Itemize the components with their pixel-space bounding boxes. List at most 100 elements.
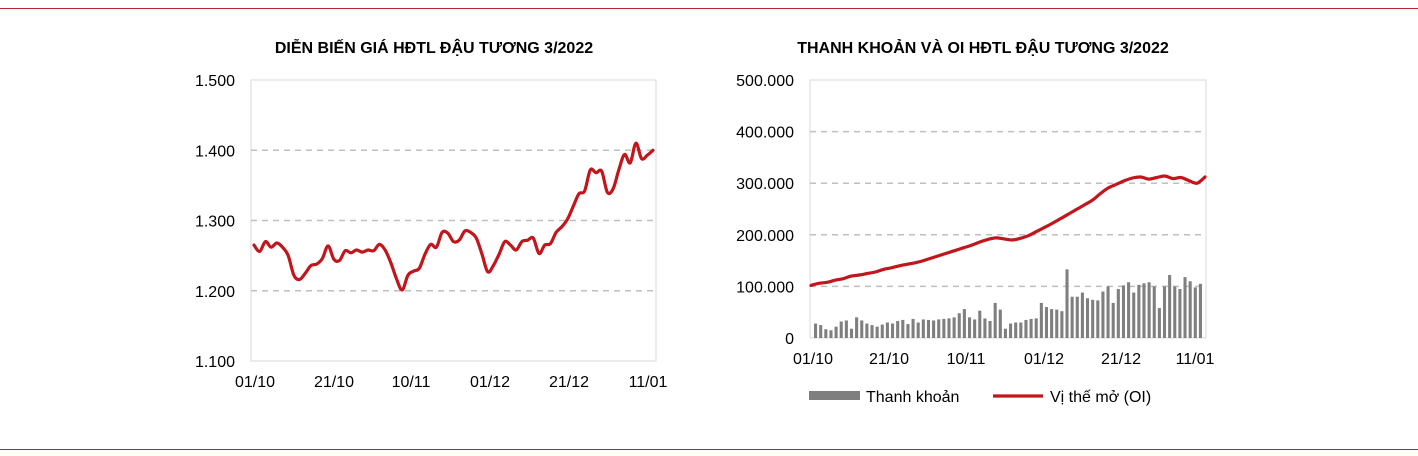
volume-bar bbox=[1111, 302, 1115, 338]
volume-bar bbox=[870, 325, 874, 338]
volume-bar bbox=[1188, 281, 1192, 338]
volume-bar bbox=[962, 309, 966, 338]
volume-bar bbox=[1091, 299, 1095, 338]
volume-bar bbox=[1116, 288, 1120, 338]
volume-bar bbox=[1152, 286, 1156, 338]
volume-bar bbox=[1183, 277, 1187, 338]
oi-plot-frame bbox=[809, 79, 1207, 339]
volume-bar bbox=[1024, 319, 1028, 338]
legend-volume-swatch bbox=[809, 391, 860, 400]
volume-bar bbox=[834, 326, 838, 338]
volume-bar bbox=[926, 319, 930, 338]
volume-bar bbox=[880, 324, 884, 338]
volume-bar bbox=[829, 330, 833, 338]
volume-bar bbox=[1132, 292, 1136, 338]
oi-x-tick-label: 10/11 bbox=[947, 351, 986, 368]
volume-bar bbox=[921, 319, 925, 338]
volume-bar bbox=[1142, 283, 1146, 338]
price-y-tick-label: 1.400 bbox=[195, 143, 235, 160]
oi-y-tick-label: 200.000 bbox=[736, 228, 794, 245]
volume-bar bbox=[824, 329, 828, 338]
oi-y-tick-label: 100.000 bbox=[736, 279, 794, 296]
volume-bar bbox=[993, 302, 997, 338]
volume-bar bbox=[1198, 283, 1202, 338]
volume-bar bbox=[937, 319, 941, 338]
volume-bar bbox=[1157, 308, 1161, 338]
volume-bar bbox=[967, 317, 972, 338]
volume-bar bbox=[998, 309, 1002, 338]
volume-bar bbox=[849, 328, 854, 338]
price-x-tick-label: 21/10 bbox=[314, 374, 354, 391]
volume-bar bbox=[973, 319, 977, 338]
price-y-tick-label: 1.100 bbox=[195, 354, 235, 371]
volume-bar bbox=[1029, 318, 1033, 338]
volume-bar bbox=[860, 320, 864, 338]
volume-bar bbox=[1162, 286, 1167, 338]
volume-bar bbox=[1009, 323, 1013, 338]
volume-bar bbox=[1178, 288, 1182, 338]
price-x-tick-label: 01/12 bbox=[470, 374, 510, 391]
volume-bar bbox=[1173, 286, 1177, 338]
oi-y-tick-label: 500.000 bbox=[736, 73, 794, 90]
volume-bar bbox=[1086, 298, 1090, 338]
volume-bar bbox=[1101, 291, 1105, 338]
volume-bar bbox=[906, 324, 910, 338]
volume-bar bbox=[875, 326, 879, 338]
volume-bar bbox=[1193, 287, 1197, 338]
volume-bar bbox=[978, 310, 982, 338]
oi-x-tick-label: 01/12 bbox=[1024, 351, 1064, 368]
volume-bar bbox=[839, 321, 843, 338]
volume-bar bbox=[1070, 296, 1074, 338]
volume-bar bbox=[1055, 309, 1059, 338]
volume-bar bbox=[942, 318, 946, 338]
volume-bar bbox=[1034, 318, 1038, 338]
volume-bar bbox=[1137, 284, 1141, 338]
volume-bar bbox=[1003, 328, 1007, 338]
volume-bar bbox=[1039, 302, 1043, 338]
volume-bar bbox=[1050, 309, 1054, 338]
volume-bar bbox=[1044, 307, 1049, 338]
volume-bar bbox=[855, 317, 859, 338]
oi-series-line bbox=[809, 174, 1207, 287]
volume-bar bbox=[911, 318, 915, 338]
volume-oi-chart-title: THANH KHOẢN VÀ OI HĐTL ĐẬU TƯƠNG 3/2022 bbox=[797, 40, 1169, 57]
volume-bar bbox=[1106, 286, 1110, 338]
volume-bar bbox=[1147, 282, 1151, 338]
volume-bar bbox=[1127, 282, 1131, 338]
price-y-tick-label: 1.200 bbox=[195, 284, 235, 301]
volume-bar bbox=[844, 320, 848, 338]
price-y-tick-label: 1.300 bbox=[195, 214, 235, 231]
oi-y-tick-label: 0 bbox=[785, 331, 794, 348]
legend-oi-label: Vị thế mở (OI) bbox=[1050, 389, 1151, 406]
price-x-tick-label: 01/10 bbox=[235, 374, 275, 391]
bottom-divider bbox=[0, 449, 1418, 450]
price-chart-title: DIỄN BIẾN GIÁ HĐTL ĐẬU TƯƠNG 3/2022 bbox=[274, 40, 594, 57]
volume-bar bbox=[957, 313, 961, 338]
legend-volume-label: Thanh khoản bbox=[866, 389, 959, 406]
volume-bar bbox=[947, 318, 951, 338]
top-divider bbox=[0, 8, 1418, 9]
oi-x-tick-label: 21/10 bbox=[869, 351, 909, 368]
oi-y-tick-label: 400.000 bbox=[736, 125, 794, 142]
volume-bar bbox=[1075, 296, 1079, 338]
volume-bar bbox=[952, 317, 956, 338]
price-series-line bbox=[252, 141, 655, 292]
volume-bar bbox=[1168, 275, 1172, 338]
oi-y-tick-label: 300.000 bbox=[736, 176, 794, 193]
volume-bar bbox=[814, 323, 818, 338]
volume-bar bbox=[1065, 269, 1069, 338]
price-x-tick-label: 11/01 bbox=[629, 374, 668, 391]
volume-bar bbox=[1121, 285, 1125, 338]
volume-bar bbox=[896, 320, 900, 338]
volume-bar bbox=[891, 323, 895, 338]
volume-bar bbox=[865, 323, 869, 338]
oi-x-tick-label: 21/12 bbox=[1101, 351, 1141, 368]
price-x-tick-label: 10/11 bbox=[392, 374, 431, 391]
volume-bar bbox=[1096, 300, 1100, 338]
volume-bar bbox=[988, 320, 992, 338]
volume-bar bbox=[885, 322, 889, 338]
oi-x-tick-label: 11/01 bbox=[1176, 351, 1215, 368]
volume-bar bbox=[983, 318, 987, 338]
